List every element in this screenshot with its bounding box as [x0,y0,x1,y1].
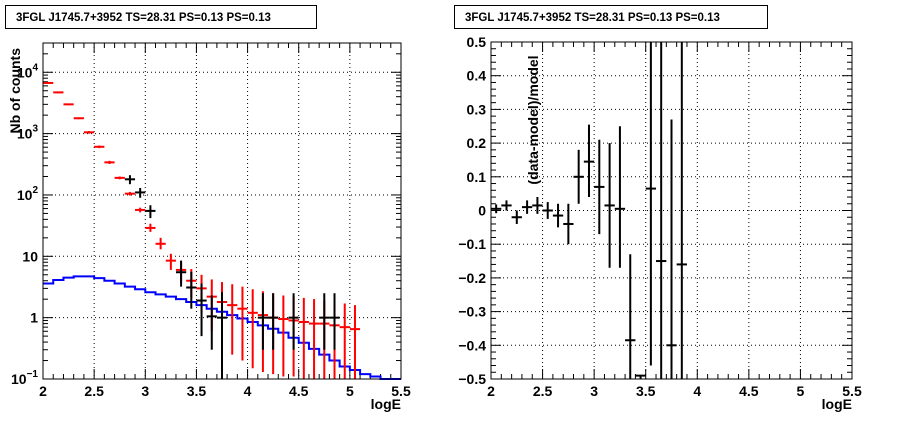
residual-point [583,124,595,198]
left-chart: 2 2.5 3 3.5 4 4.5 5 5.5 10−1 1 10 102 103 104 logE Nb o… [7,42,411,412]
left-plot-title: 3FGL J1745.7+3952 TS=28.31 PS=0.13 PS=0.… [5,5,317,29]
residual-point [604,143,615,268]
x-tick-label: 2.5 [84,383,104,399]
data-point [257,293,269,350]
residual-point [501,200,512,211]
y-tick-label: 0.4 [467,68,487,84]
y-tick-label: −0.3 [458,304,486,320]
data-point [145,205,156,219]
red-point [83,131,95,134]
red-point [53,91,64,94]
red-point [114,176,125,180]
y-tick-label: 0.3 [467,101,487,117]
y-tick-label: −0.2 [458,270,486,286]
red-point [349,305,361,379]
x-tick-label: 4 [693,383,701,399]
y-tick-label: 102 [17,185,39,203]
x-axis-label: logE [371,396,401,412]
residual-point [532,197,543,214]
red-point [73,117,84,120]
red-point [94,145,105,149]
x-tick-label: 5 [797,383,805,399]
y-tick-label: −0.4 [458,337,486,353]
x-tick-label: 3 [141,383,149,399]
residual-point [594,139,605,235]
left-frame [42,42,402,380]
red-point [339,303,350,379]
red-point [135,207,146,213]
residual-point [511,210,522,224]
residual-point [676,42,687,379]
y-tick-label: 103 [17,124,39,142]
data-point [196,283,207,337]
y-tick-label: 0.1 [467,169,487,185]
residual-point [573,149,584,204]
data-point [135,187,146,198]
residual-point [521,200,533,214]
red-point [63,103,74,106]
y-tick-label: 10−1 [11,369,38,387]
right-plot-title: 3FGL J1745.7+3952 TS=28.31 PS=0.13 PS=0.… [454,5,768,29]
red-point [124,191,136,196]
right-frame [490,41,853,380]
x-tick-label: 2 [487,383,495,399]
data-point [319,293,330,350]
red-point [298,297,309,379]
x-tick-label: 4.5 [289,383,309,399]
right-chart: 2 2.5 3 3.5 4 4.5 5 5.5 −0.5 −0.4 −0.3 −0.2 −0.1 0 0.1… [458,34,862,412]
residual-point [656,42,667,379]
data-point [329,293,340,350]
data-point [216,292,228,379]
x-tick-label: 5.5 [842,383,862,399]
red-point [308,299,320,379]
y-tick-label: 1 [30,310,38,326]
red-point [155,237,166,250]
red-point [43,81,54,84]
y-tick-label: −0.5 [458,371,486,387]
residual-point [491,204,502,214]
right-plot-pad: 3FGL J1745.7+3952 TS=28.31 PS=0.13 PS=0.… [449,0,898,421]
x-axis-label: logE [822,396,852,412]
y-axis-label: Nb of counts [7,48,23,134]
red-point [247,289,258,369]
y-tick-label: 0.2 [467,135,487,151]
residual-point [645,42,657,366]
data-point [124,175,136,185]
residual-point [625,254,636,379]
y-tick-label: 0.5 [467,34,487,50]
y-axis-label: (data-model)/model [525,55,541,184]
red-point [104,160,115,164]
left-plot-pad: 3FGL J1745.7+3952 TS=28.31 PS=0.13 PS=0.… [5,5,411,412]
x-tick-label: 5.5 [391,383,411,399]
residual-point [635,374,646,379]
residual-point [666,119,677,379]
y-tick-label: 0 [478,203,486,219]
residual-point [542,202,553,219]
x-tick-label: 5 [346,383,354,399]
y-tick-label: 10 [22,248,38,264]
residual-point [552,203,564,228]
y-tick-label: −0.1 [458,236,486,252]
data-point [268,293,279,350]
residual-point [614,126,626,268]
x-tick-label: 2 [39,383,47,399]
y-tick-label: 104 [17,62,39,80]
red-point [237,286,248,361]
x-tick-label: 2.5 [533,383,553,399]
red-point [165,253,176,270]
red-point [278,295,289,377]
x-tick-label: 3.5 [636,383,656,399]
data-point [206,295,217,350]
data-point [175,260,187,287]
red-point [145,223,156,232]
x-tick-label: 4.5 [739,383,759,399]
data-point [186,271,197,309]
x-tick-label: 4 [244,383,252,399]
x-tick-label: 3 [590,383,598,399]
x-tick-label: 3.5 [187,383,207,399]
residual-point [563,203,574,245]
data-point [288,293,299,350]
red-point [227,284,238,355]
